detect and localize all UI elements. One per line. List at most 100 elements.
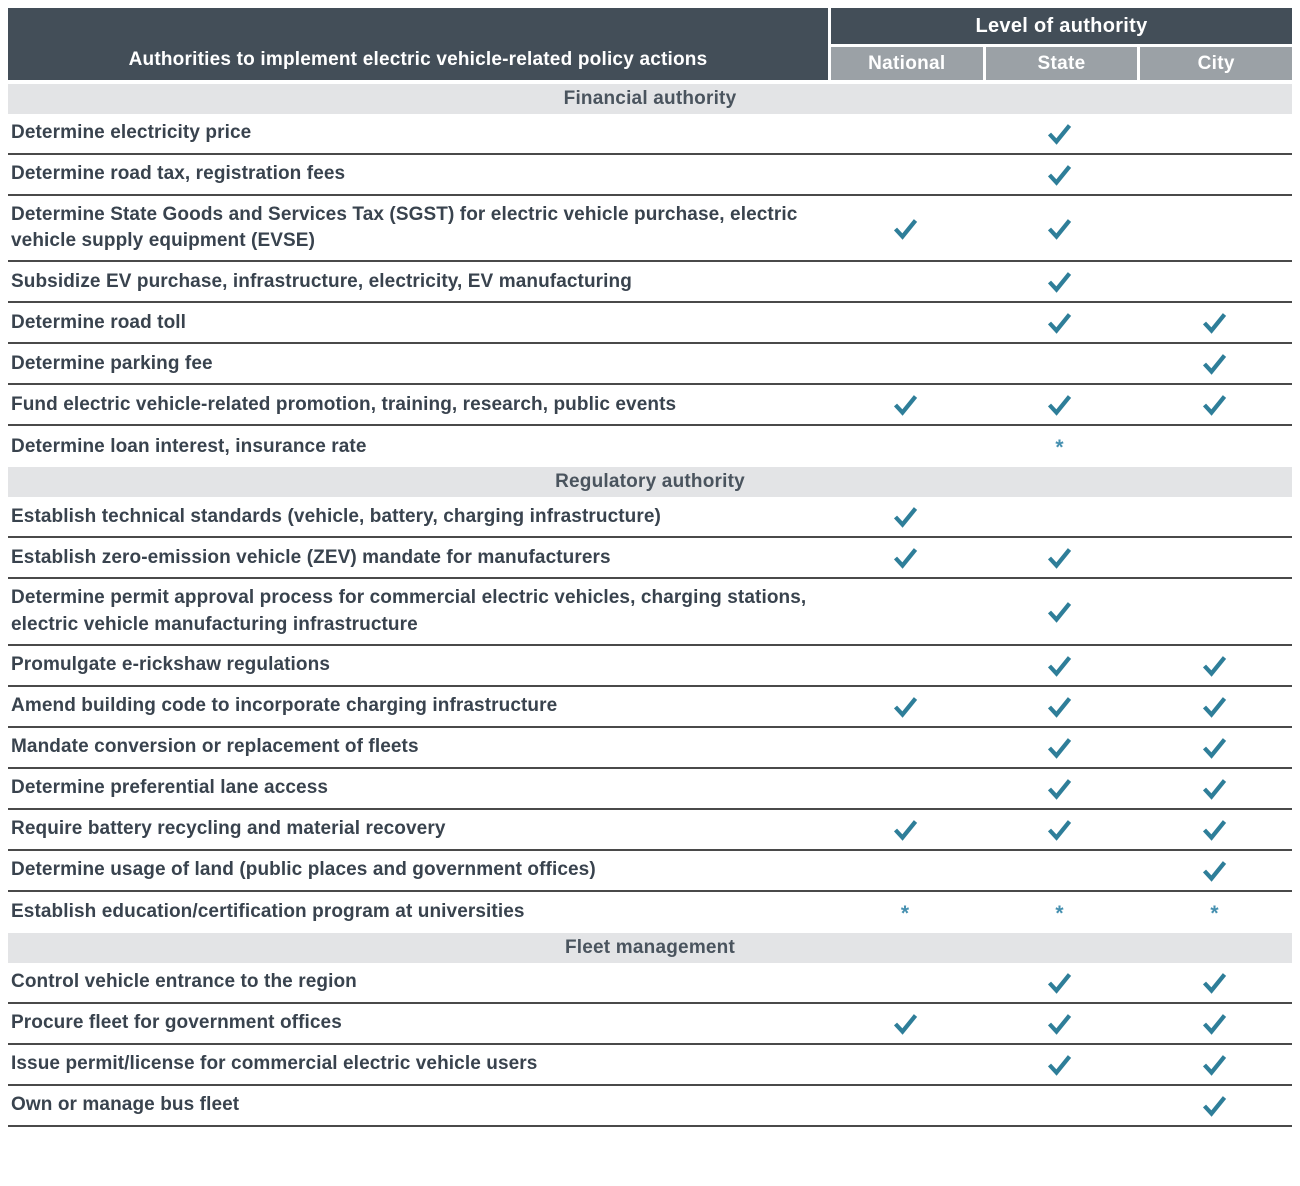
check-icon bbox=[1202, 354, 1227, 376]
row-label: Own or manage bus fleet bbox=[11, 1094, 240, 1116]
row-label: Determine road toll bbox=[11, 311, 187, 333]
row-label: Determine State Goods and Services Tax (… bbox=[11, 204, 798, 252]
check-icon bbox=[1202, 1014, 1227, 1035]
check-icon bbox=[1202, 861, 1227, 882]
section-financial-authority: Financial authority Determine electricity… bbox=[8, 84, 1292, 467]
check-icon bbox=[1047, 697, 1072, 718]
table-row: Determine State Goods and Services Tax (… bbox=[8, 196, 1292, 263]
column-header-state: State bbox=[985, 47, 1138, 80]
cell-state bbox=[982, 600, 1137, 623]
cell-city: * bbox=[1137, 901, 1292, 925]
row-label: Determine usage of land (public places a… bbox=[11, 859, 596, 881]
row-label: Promulgate e-rickshaw regulations bbox=[11, 654, 330, 676]
check-icon bbox=[1047, 973, 1072, 994]
cell-state bbox=[982, 393, 1137, 417]
check-icon bbox=[893, 548, 917, 570]
section-header-financial-authority: Financial authority bbox=[8, 84, 1292, 114]
row-label: Establish education/certification progra… bbox=[11, 901, 525, 923]
table-row: Determine road toll bbox=[8, 303, 1292, 345]
cell-city bbox=[1137, 393, 1292, 417]
cell-state bbox=[982, 1012, 1137, 1035]
check-icon bbox=[1047, 548, 1072, 570]
check-icon bbox=[1047, 272, 1072, 294]
table-header: Authorities to implement electric vehicl… bbox=[8, 8, 1293, 80]
check-icon bbox=[1047, 313, 1072, 335]
check-icon bbox=[1202, 820, 1227, 841]
check-icon bbox=[1202, 313, 1227, 335]
check-icon bbox=[1202, 1096, 1227, 1117]
row-label: Determine electricity price bbox=[11, 122, 252, 144]
table-row: Subsidize EV purchase, infrastructure, e… bbox=[8, 262, 1292, 304]
section-regulatory-authority: Regulatory authority Establish technical … bbox=[8, 467, 1292, 932]
row-label: Control vehicle entrance to the region bbox=[11, 971, 357, 993]
row-label: Mandate conversion or replacement of fle… bbox=[11, 736, 419, 758]
cell-state bbox=[982, 654, 1137, 677]
cell-national bbox=[828, 1012, 982, 1035]
row-label: Subsidize EV purchase, infrastructure, e… bbox=[11, 270, 632, 292]
row-label: Establish zero-emission vehicle (ZEV) ma… bbox=[11, 546, 611, 568]
table-row: Procure fleet for government offices bbox=[8, 1004, 1292, 1045]
asterisk-mark: * bbox=[1055, 436, 1064, 460]
row-label: Amend building code to incorporate charg… bbox=[11, 695, 558, 717]
table-row: Determine permit approval process for co… bbox=[8, 579, 1292, 646]
cell-city bbox=[1137, 695, 1292, 718]
table-row: Mandate conversion or replacement of fle… bbox=[8, 728, 1292, 769]
row-label: Establish technical standards (vehicle, … bbox=[11, 505, 661, 527]
cell-state bbox=[982, 122, 1137, 145]
table-row: Determine parking fee bbox=[8, 344, 1292, 386]
row-label: Issue permit/license for commercial elec… bbox=[11, 1053, 538, 1075]
check-icon bbox=[1047, 779, 1072, 800]
check-icon bbox=[1047, 602, 1072, 623]
cell-city bbox=[1137, 654, 1292, 677]
cell-national: * bbox=[828, 902, 982, 924]
cell-state: * bbox=[982, 436, 1137, 460]
section-fleet-management: Fleet management Control vehicle entrance… bbox=[8, 932, 1292, 1127]
check-icon bbox=[893, 820, 917, 841]
check-icon bbox=[1047, 218, 1072, 240]
section-header-regulatory-authority: Regulatory authority bbox=[8, 467, 1292, 498]
cell-state: * bbox=[982, 902, 1137, 924]
row-header-title: Authorities to implement electric vehicl… bbox=[8, 8, 828, 80]
cell-city bbox=[1137, 859, 1292, 882]
cell-state bbox=[982, 971, 1137, 994]
check-icon bbox=[1202, 779, 1227, 800]
row-label: Require battery recycling and material r… bbox=[11, 818, 446, 840]
table-row: Determine electricity price bbox=[8, 114, 1292, 155]
table-row: Establish zero-emission vehicle (ZEV) ma… bbox=[8, 538, 1292, 580]
table-row: Determine usage of land (public places a… bbox=[8, 851, 1292, 892]
cell-national bbox=[828, 505, 982, 529]
cell-national bbox=[828, 695, 982, 718]
cell-national bbox=[828, 818, 982, 841]
cell-city bbox=[1137, 777, 1292, 800]
cell-state bbox=[982, 546, 1137, 570]
level-of-authority-group: Level of authority National State City bbox=[831, 8, 1293, 80]
table-row: Establish technical standards (vehicle, … bbox=[8, 497, 1292, 539]
check-icon bbox=[1047, 165, 1072, 186]
table-row: Require battery recycling and material r… bbox=[8, 810, 1292, 851]
cell-state bbox=[982, 163, 1137, 186]
ev-authority-table: Authorities to implement electric vehicl… bbox=[8, 8, 1293, 1127]
cell-state bbox=[982, 777, 1137, 800]
check-icon bbox=[1202, 697, 1227, 718]
cell-city bbox=[1137, 1012, 1292, 1035]
cell-city bbox=[1137, 352, 1292, 376]
check-icon bbox=[893, 1014, 917, 1035]
table-row: Determine road tax, registration fees bbox=[8, 155, 1292, 196]
section-header-fleet-management: Fleet management bbox=[8, 932, 1292, 963]
check-icon bbox=[893, 395, 917, 417]
check-icon bbox=[1047, 124, 1072, 145]
cell-national bbox=[828, 217, 982, 240]
column-header-national: National bbox=[831, 47, 983, 80]
cell-city bbox=[1137, 311, 1292, 335]
level-of-authority-header: Level of authority bbox=[831, 8, 1292, 44]
table-row: Establish education/certification progra… bbox=[8, 892, 1292, 933]
row-label: Procure fleet for government offices bbox=[11, 1012, 342, 1034]
table-row: Control vehicle entrance to the region bbox=[8, 963, 1292, 1004]
asterisk-mark: * bbox=[1210, 901, 1219, 925]
table-row: Determine preferential lane access bbox=[8, 769, 1292, 810]
table-row: Own or manage bus fleet bbox=[8, 1086, 1292, 1127]
row-label: Determine permit approval process for co… bbox=[11, 587, 807, 635]
table-row: Promulgate e-rickshaw regulations bbox=[8, 646, 1292, 687]
check-icon bbox=[1047, 656, 1072, 677]
row-label: Determine loan interest, insurance rate bbox=[11, 435, 367, 457]
